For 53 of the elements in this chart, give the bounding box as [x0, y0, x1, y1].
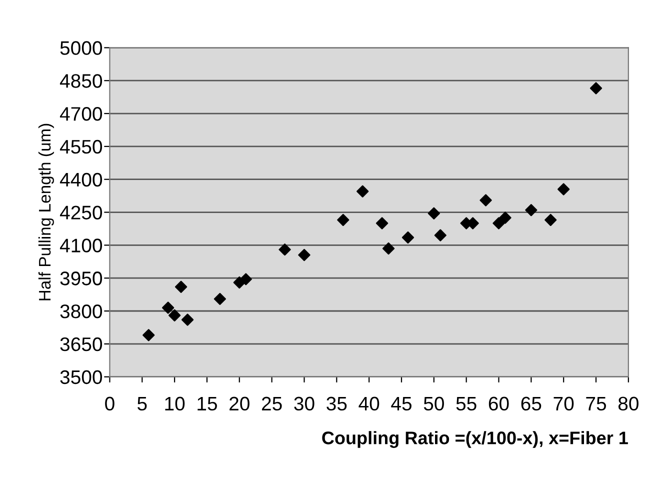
- point: [181, 314, 194, 326]
- x-tick-label: 5: [138, 396, 147, 411]
- point: [240, 273, 252, 286]
- point: [544, 214, 557, 226]
- point: [298, 248, 310, 262]
- y-axis-title: Half Pulling Length (um): [38, 124, 54, 300]
- point: [558, 183, 570, 196]
- x-tick-label: 10: [165, 396, 185, 411]
- point: [162, 302, 174, 314]
- x-tick-label: 40: [358, 396, 380, 411]
- x-tick-label: 80: [618, 396, 638, 411]
- y-tick-label: 5000: [60, 41, 102, 55]
- x-tick-label: 25: [262, 396, 282, 411]
- y-tick-label: 4250: [60, 206, 102, 220]
- x-tick-label: 50: [424, 396, 444, 411]
- point: [499, 212, 512, 224]
- x-tick-label: 30: [294, 396, 314, 411]
- point: [480, 194, 492, 206]
- point: [168, 309, 181, 322]
- x-tick-label: 35: [326, 396, 347, 411]
- point: [356, 185, 369, 198]
- y-tick-label: 4700: [60, 106, 102, 121]
- y-tick-label: 4400: [60, 172, 102, 187]
- y-tick-label: 3650: [60, 337, 102, 352]
- x-axis-title: Coupling Ratio =(x/100-x), x=Fiber 1: [322, 431, 628, 448]
- x-tick-label: 20: [230, 396, 250, 411]
- point: [174, 280, 188, 293]
- x-tick-label: 70: [554, 396, 574, 411]
- point: [492, 217, 505, 230]
- y-tick-label: 4550: [60, 140, 102, 154]
- point: [590, 82, 602, 94]
- point: [428, 207, 440, 220]
- point: [214, 292, 226, 306]
- y-tick-label: 4850: [60, 74, 102, 88]
- y-tick-label: 3800: [60, 304, 102, 318]
- point: [376, 217, 388, 230]
- x-tick-label: 0: [105, 396, 114, 411]
- point: [337, 214, 350, 226]
- y-tick-label: 3950: [60, 272, 102, 286]
- x-tick-label: 15: [198, 396, 217, 411]
- point: [434, 229, 446, 242]
- x-tick-label: 65: [521, 396, 542, 411]
- x-tick-label: 55: [456, 396, 476, 411]
- point: [142, 329, 155, 342]
- point: [525, 204, 538, 216]
- y-tick-label: 4100: [60, 238, 102, 252]
- point: [278, 243, 291, 256]
- point: [402, 231, 414, 244]
- x-tick-label: 45: [391, 396, 412, 411]
- x-tick-label: 75: [586, 396, 606, 411]
- x-tick-label: 60: [488, 396, 509, 411]
- y-tick-label: 3500: [60, 370, 102, 384]
- point: [382, 242, 395, 255]
